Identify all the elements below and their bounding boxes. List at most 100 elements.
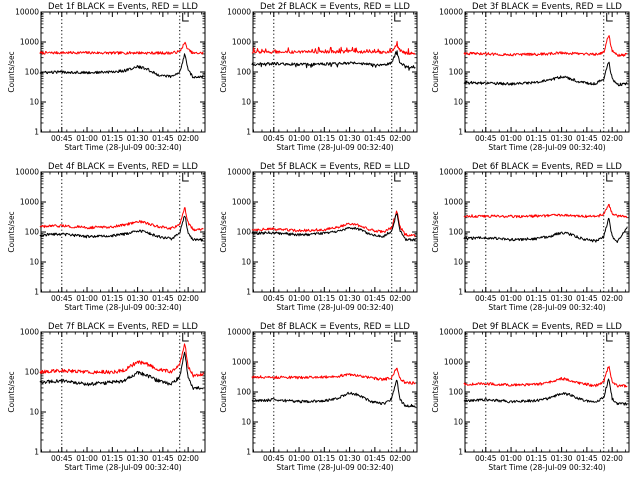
- x-tick-label: 01:00: [76, 454, 98, 463]
- y-tick-label: 1000: [20, 328, 39, 337]
- x-tick-label: 01:30: [127, 134, 149, 143]
- x-axis-label: Start Time (28-Jul-09 00:32:40): [276, 303, 393, 312]
- y-axis-label: Counts/sec: [7, 211, 16, 252]
- y-axis-label: Counts/sec: [7, 51, 16, 92]
- detector-panel: Det 3f BLACK = Events, RED = LLD 1 10 100 10…: [431, 2, 630, 152]
- panel-title: Det 6f BLACK = Events, RED = LLD: [472, 162, 622, 172]
- event-rate-series: [463, 378, 628, 406]
- x-axis-label: Start Time (28-Jul-09 00:32:40): [488, 303, 605, 312]
- x-tick-label: 01:00: [500, 294, 522, 303]
- y-tick-label: 1: [458, 128, 463, 137]
- y-tick-label: 100: [449, 388, 464, 397]
- x-tick-label: 01:45: [152, 454, 174, 463]
- y-tick-label: 10: [453, 98, 463, 107]
- plot-frame: [252, 11, 418, 133]
- plot-frame: [464, 11, 630, 133]
- marker-bracket-glyph: [394, 173, 401, 182]
- y-tick-label: 1000: [20, 38, 39, 47]
- event-rate-series: [463, 61, 628, 87]
- lld-rate-series: [251, 367, 416, 385]
- panel-title: Det 3f BLACK = Events, RED = LLD: [472, 2, 622, 12]
- x-tick-label: 01:30: [551, 134, 573, 143]
- y-tick-label: 10: [29, 408, 39, 417]
- x-tick-label: 02:00: [601, 134, 623, 143]
- plot-frame: [464, 331, 630, 453]
- y-axis-label: Counts/sec: [219, 51, 228, 92]
- y-tick-label: 1: [34, 448, 39, 457]
- x-tick-label: 01:00: [500, 454, 522, 463]
- plot-frame: [40, 331, 206, 453]
- x-tick-label: 00:45: [475, 134, 497, 143]
- x-tick-label: 02:00: [389, 454, 411, 463]
- x-tick-label: 01:45: [152, 134, 174, 143]
- x-tick-label: 01:30: [127, 294, 149, 303]
- y-tick-label: 10: [29, 258, 39, 267]
- event-rate-series: [251, 213, 416, 242]
- y-tick-label: 1: [458, 288, 463, 297]
- x-tick-label: 01:15: [102, 454, 124, 463]
- marker-bracket-glyph: [182, 173, 189, 182]
- y-tick-label: 10: [453, 258, 463, 267]
- event-rate-series: [463, 217, 628, 243]
- panel-title: Det 8f BLACK = Events, RED = LLD: [260, 322, 410, 332]
- y-tick-label: 100: [237, 228, 252, 237]
- lld-rate-series: [463, 203, 628, 219]
- x-tick-label: 01:15: [314, 134, 336, 143]
- y-axis-label: Counts/sec: [219, 371, 228, 412]
- y-tick-label: 1000: [444, 358, 463, 367]
- x-tick-label: 01:00: [76, 294, 98, 303]
- x-tick-label: 02:00: [389, 294, 411, 303]
- x-tick-label: 00:45: [475, 454, 497, 463]
- y-tick-label: 1: [34, 128, 39, 137]
- y-tick-label: 10: [241, 258, 251, 267]
- y-tick-label: 1000: [20, 198, 39, 207]
- x-tick-label: 01:00: [500, 134, 522, 143]
- detector-panel: Det 1f BLACK = Events, RED = LLD 1 10 100 10…: [7, 2, 206, 152]
- y-tick-label: 1000: [444, 38, 463, 47]
- lld-rate-series: [39, 41, 204, 55]
- y-axis-label: Counts/sec: [7, 371, 16, 412]
- lld-rate-series: [463, 365, 628, 388]
- y-tick-label: 1000: [232, 198, 251, 207]
- y-tick-label: 10000: [15, 8, 39, 17]
- marker-bracket-glyph: [182, 333, 189, 342]
- marker-bracket-glyph: [606, 13, 613, 22]
- event-rate-series: [39, 53, 204, 79]
- x-tick-label: 01:45: [576, 454, 598, 463]
- y-tick-label: 10: [453, 418, 463, 427]
- detector-panel: Det 7f BLACK = Events, RED = LLD 1 10 100 10…: [7, 322, 206, 472]
- event-rate-series: [251, 50, 416, 71]
- panel-title: Det 2f BLACK = Events, RED = LLD: [260, 2, 410, 12]
- y-tick-label: 1: [246, 288, 251, 297]
- x-tick-label: 01:30: [339, 294, 361, 303]
- y-tick-label: 10: [241, 418, 251, 427]
- y-tick-label: 10000: [227, 328, 251, 337]
- y-tick-label: 10: [29, 98, 39, 107]
- x-axis-label: Start Time (28-Jul-09 00:32:40): [64, 463, 181, 472]
- marker-bracket-glyph: [606, 173, 613, 182]
- x-tick-label: 02:00: [177, 294, 199, 303]
- x-axis-label: Start Time (28-Jul-09 00:32:40): [64, 303, 181, 312]
- x-tick-label: 01:15: [526, 134, 548, 143]
- y-tick-label: 1: [246, 128, 251, 137]
- x-tick-label: 01:30: [551, 454, 573, 463]
- panel-title: Det 9f BLACK = Events, RED = LLD: [472, 322, 622, 332]
- y-tick-label: 10000: [439, 168, 463, 177]
- x-tick-label: 01:45: [364, 134, 386, 143]
- x-tick-label: 02:00: [389, 134, 411, 143]
- panel-title: Det 4f BLACK = Events, RED = LLD: [48, 162, 198, 172]
- x-tick-label: 00:45: [263, 134, 285, 143]
- x-tick-label: 00:45: [51, 454, 73, 463]
- x-axis-label: Start Time (28-Jul-09 00:32:40): [276, 143, 393, 152]
- y-axis-label: Counts/sec: [431, 211, 440, 252]
- y-tick-label: 1000: [444, 198, 463, 207]
- y-tick-label: 100: [449, 228, 464, 237]
- x-tick-label: 01:30: [127, 454, 149, 463]
- x-tick-label: 01:15: [526, 294, 548, 303]
- lld-rate-series: [39, 207, 204, 232]
- event-rate-series: [251, 379, 416, 408]
- x-axis-label: Start Time (28-Jul-09 00:32:40): [488, 463, 605, 472]
- x-tick-label: 00:45: [51, 294, 73, 303]
- x-tick-label: 01:15: [526, 454, 548, 463]
- panel-title: Det 5f BLACK = Events, RED = LLD: [260, 162, 410, 172]
